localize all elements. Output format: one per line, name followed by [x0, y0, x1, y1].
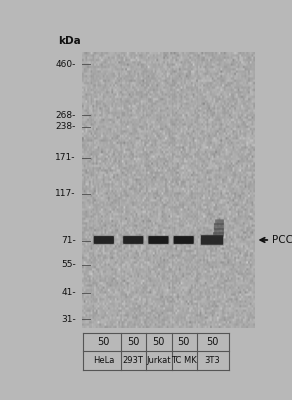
FancyBboxPatch shape [200, 234, 224, 246]
Text: 50: 50 [206, 337, 218, 347]
FancyBboxPatch shape [123, 236, 143, 244]
Text: 50: 50 [152, 337, 165, 347]
Text: 55-: 55- [61, 260, 76, 269]
Text: PCCA: PCCA [272, 235, 292, 245]
FancyBboxPatch shape [173, 235, 194, 245]
Text: 50: 50 [98, 337, 110, 347]
FancyBboxPatch shape [147, 235, 169, 245]
Text: 41-: 41- [61, 288, 76, 297]
Text: Jurkat: Jurkat [146, 356, 171, 365]
FancyBboxPatch shape [173, 236, 194, 244]
FancyBboxPatch shape [122, 235, 144, 245]
Text: 50: 50 [178, 337, 190, 347]
Text: 238-: 238- [55, 122, 76, 131]
Text: 268-: 268- [55, 111, 76, 120]
Text: 31-: 31- [61, 314, 76, 324]
Text: 293T: 293T [123, 356, 144, 365]
Text: 117-: 117- [55, 189, 76, 198]
Text: 71-: 71- [61, 236, 76, 245]
Text: 50: 50 [127, 337, 139, 347]
FancyBboxPatch shape [148, 236, 168, 244]
Text: TC MK: TC MK [171, 356, 197, 365]
Text: kDa: kDa [58, 36, 81, 46]
FancyBboxPatch shape [93, 235, 115, 245]
Text: HeLa: HeLa [93, 356, 114, 365]
Text: 3T3: 3T3 [204, 356, 220, 365]
FancyBboxPatch shape [201, 235, 223, 245]
Text: 460-: 460- [55, 60, 76, 69]
FancyBboxPatch shape [94, 236, 114, 244]
Text: 171-: 171- [55, 153, 76, 162]
